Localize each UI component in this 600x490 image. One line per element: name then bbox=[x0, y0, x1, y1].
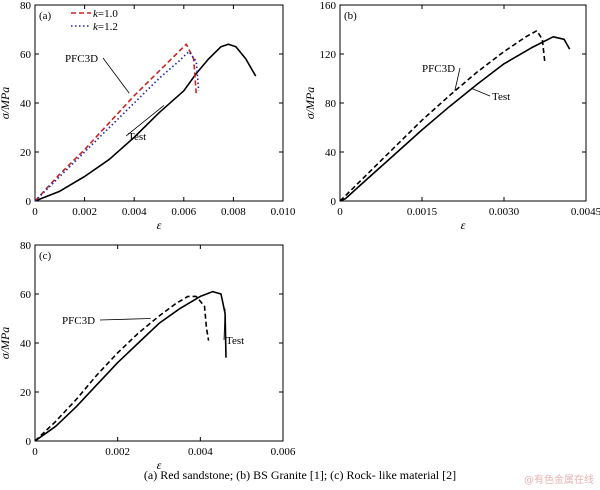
series-line-test bbox=[339, 36, 571, 202]
chart-panel-2: 0 0.002 0.004 0.006 0 20 40 60 80 ε σ/MPa (c) PFC3D T… bbox=[0, 240, 296, 472]
x-tick-label: 0.010 bbox=[271, 206, 296, 218]
x-tick-label: 0 bbox=[32, 206, 38, 218]
y-tick-label: 80 bbox=[325, 98, 337, 110]
chart-panel-1: 0 0.0015 0.0030 0.0045 0 40 80 120 160 ε σ/MPa (b) P… bbox=[303, 0, 600, 232]
series-line-k-1-2 bbox=[34, 50, 200, 202]
x-tick-label: 0.004 bbox=[122, 206, 147, 218]
annotation-pfc3d: PFC3D bbox=[422, 63, 455, 75]
y-axis-label: σ/MPa bbox=[0, 327, 12, 360]
x-axis-label: ε bbox=[157, 458, 162, 472]
plot-frame bbox=[339, 4, 587, 202]
y-axis-label: σ/MPa bbox=[303, 87, 317, 120]
y-tick-label: 0 bbox=[331, 196, 337, 208]
y-tick-label: 0 bbox=[26, 196, 32, 208]
x-tick-label: 0.002 bbox=[105, 446, 130, 458]
annotation-test: Test bbox=[226, 335, 244, 347]
panel-label: (b) bbox=[344, 10, 357, 22]
legend-entry: k=1.2 bbox=[93, 21, 118, 33]
panel-label: (c) bbox=[39, 250, 52, 262]
y-tick-label: 40 bbox=[20, 338, 32, 350]
x-tick-label: 0 bbox=[32, 446, 38, 458]
annotation-leader bbox=[223, 308, 226, 341]
y-tick-label: 60 bbox=[20, 49, 32, 61]
y-tick-label: 0 bbox=[26, 436, 32, 448]
y-tick-label: 20 bbox=[20, 147, 32, 159]
annotation-k-1-0: PFC3D bbox=[65, 53, 98, 65]
x-tick-label: 0.006 bbox=[271, 446, 296, 458]
series-line-test bbox=[34, 290, 227, 442]
annotation-leader bbox=[454, 67, 461, 91]
series-line-k-1-0 bbox=[34, 43, 197, 202]
annotation-test: Test bbox=[128, 131, 146, 143]
x-axis-label: ε bbox=[157, 218, 162, 232]
x-tick-label: 0.002 bbox=[72, 206, 97, 218]
series-line-pfc3d bbox=[34, 295, 210, 442]
x-axis-label: ε bbox=[461, 218, 466, 232]
plot-frame bbox=[34, 4, 284, 202]
y-tick-label: 160 bbox=[320, 0, 337, 12]
y-tick-label: 80 bbox=[20, 0, 32, 12]
figure-caption: (a) Red sandstone; (b) BS Granite [1]; (… bbox=[143, 468, 457, 482]
series-line-test bbox=[34, 43, 257, 202]
annotation-test: Test bbox=[492, 91, 510, 103]
x-tick-label: 0.0045 bbox=[571, 206, 600, 218]
x-tick-label: 0.0030 bbox=[489, 206, 520, 218]
y-tick-label: 20 bbox=[20, 387, 32, 399]
annotation-pfc3d: PFC3D bbox=[62, 315, 95, 327]
x-tick-label: 0 bbox=[337, 206, 343, 218]
watermark: @有色金属在线 bbox=[524, 475, 594, 486]
annotation-leader bbox=[99, 318, 151, 321]
annotation-leader bbox=[102, 57, 130, 94]
chart-panel-0: 0 0.002 0.004 0.006 0.008 0.010 0 20 40 60 80 ε σ/MP… bbox=[0, 0, 296, 232]
annotation-leader bbox=[125, 105, 165, 137]
x-tick-label: 0.006 bbox=[171, 206, 196, 218]
y-tick-label: 40 bbox=[325, 147, 337, 159]
x-tick-label: 0.004 bbox=[188, 446, 213, 458]
annotation-leader bbox=[471, 87, 491, 97]
panel-label: (a) bbox=[39, 10, 52, 22]
x-tick-label: 0.008 bbox=[221, 206, 246, 218]
y-axis-label: σ/MPa bbox=[0, 87, 12, 120]
y-tick-label: 60 bbox=[20, 289, 32, 301]
y-tick-label: 40 bbox=[20, 98, 32, 110]
y-tick-label: 80 bbox=[20, 240, 32, 252]
legend-entry: k=1.0 bbox=[93, 8, 118, 20]
x-tick-label: 0.0015 bbox=[407, 206, 438, 218]
y-tick-label: 120 bbox=[320, 49, 337, 61]
series-line-pfc3d bbox=[339, 29, 546, 202]
